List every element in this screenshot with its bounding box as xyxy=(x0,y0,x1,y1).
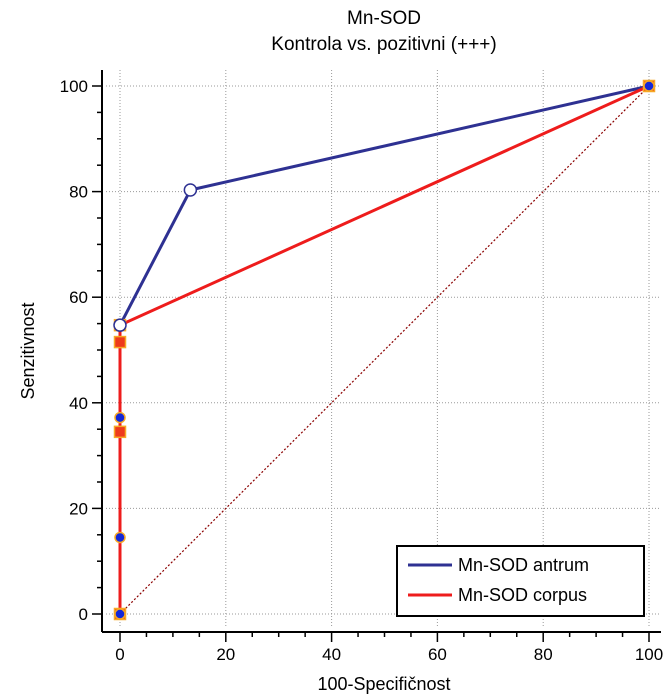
y-tick-label: 20 xyxy=(69,499,88,518)
y-tick-label: 40 xyxy=(69,394,88,413)
chart-title: Mn-SOD xyxy=(347,8,421,29)
antrum-point xyxy=(114,531,126,544)
y-tick-label: 0 xyxy=(79,605,88,624)
antrum-point xyxy=(114,411,126,424)
tick-labels: 0 20 40 60 80 100 0 20 40 60 80 100 xyxy=(60,77,664,664)
antrum-point xyxy=(643,80,655,92)
legend-label-antrum: Mn-SOD antrum xyxy=(458,555,589,575)
x-axis-label: 100-Specifičnost xyxy=(317,674,450,694)
x-tick-label: 60 xyxy=(428,645,447,664)
y-tick-label: 80 xyxy=(69,183,88,202)
antrum-point xyxy=(183,183,198,197)
x-tick-label: 80 xyxy=(534,645,553,664)
antrum-point xyxy=(114,608,126,620)
legend-box xyxy=(396,545,645,617)
legend-label-corpus: Mn-SOD corpus xyxy=(458,585,587,605)
x-tick-label: 40 xyxy=(322,645,341,664)
reference-diagonal xyxy=(119,85,650,615)
legend: Mn-SOD antrum Mn-SOD corpus xyxy=(396,545,645,617)
x-tick-label: 100 xyxy=(635,645,663,664)
diagonal-line xyxy=(119,85,650,615)
chart-subtitle: Kontrola vs. pozitivni (+++) xyxy=(271,34,496,55)
x-tick-label: 0 xyxy=(115,645,124,664)
grid-lines xyxy=(106,70,661,626)
y-axis-label: Senzitivnost xyxy=(18,302,38,399)
x-tick-label: 20 xyxy=(216,645,235,664)
axes xyxy=(92,70,661,642)
series-group xyxy=(113,79,656,621)
y-tick-label: 60 xyxy=(69,288,88,307)
antrum-point xyxy=(113,318,127,332)
y-tick-label: 100 xyxy=(60,77,88,96)
corpus-point xyxy=(113,335,127,349)
corpus-point xyxy=(113,425,127,439)
